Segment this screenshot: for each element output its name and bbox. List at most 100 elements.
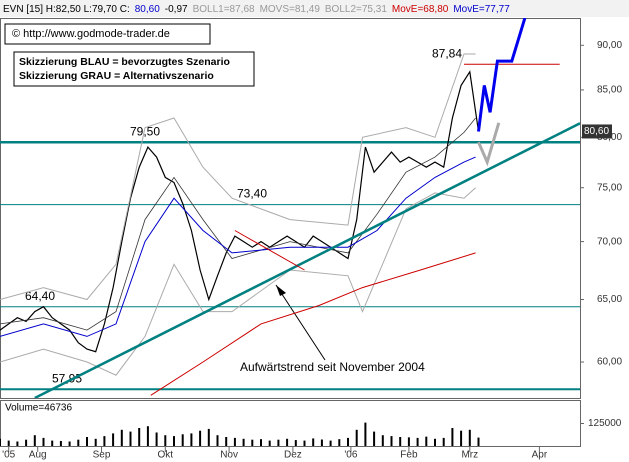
copyright: © http://www.godmode-trader.de <box>12 28 170 40</box>
volume-bar <box>347 437 349 446</box>
volume-bar <box>425 436 428 446</box>
level-label: 57,95 <box>52 371 82 385</box>
x-tick-label: Nov <box>220 450 238 461</box>
series-line <box>0 156 476 337</box>
annotation: Aufwärtstrend seit November 2004 <box>240 360 425 374</box>
volume-bar <box>381 435 384 446</box>
volume-bar <box>468 429 471 446</box>
legend-box <box>13 51 255 87</box>
volume-bar <box>33 435 36 446</box>
x-tick-label: Aug <box>29 450 47 461</box>
x-tick-label: '05 <box>2 450 15 461</box>
series-line <box>0 117 476 331</box>
volume-bar <box>225 437 228 446</box>
volume-bar <box>199 430 202 446</box>
header-item: MovE=68,80 <box>392 4 449 15</box>
header-item: -0,97 <box>165 4 188 15</box>
volume-bar <box>407 437 410 446</box>
y-tick-label: 75,00 <box>597 182 622 193</box>
volume-bar <box>42 437 45 446</box>
level-label: 79,50 <box>130 124 160 138</box>
volume-bar <box>460 430 463 446</box>
volume-tick-label: 125000 <box>588 418 622 429</box>
header-bar <box>0 0 629 17</box>
volume-bar <box>373 431 376 446</box>
volume-bar <box>68 441 71 446</box>
volume-bar <box>86 437 88 446</box>
volume-bar <box>207 428 210 446</box>
volume-bar <box>233 437 236 446</box>
volume-bar <box>242 438 245 446</box>
y-tick-label: 70,00 <box>597 236 622 247</box>
header-item: MovE=77,77 <box>453 4 510 15</box>
header-item: MOVS=81,49 <box>260 4 321 15</box>
volume-bar <box>94 438 97 446</box>
x-tick-label: Apr <box>532 450 548 461</box>
scenario-gray <box>477 122 501 167</box>
volume-bar <box>277 439 280 446</box>
y-tick-label: 90,00 <box>597 40 622 51</box>
volume-bar <box>312 438 315 446</box>
volume-bar <box>294 440 297 446</box>
volume-bar <box>390 436 393 446</box>
volume-bar <box>112 433 115 446</box>
header: EVN [15] H:82,50 L:79,70 C: 80,60 -0,97 BOL… <box>3 4 510 15</box>
level-label: 73,40 <box>237 187 267 201</box>
annotation-arrow <box>275 284 326 361</box>
volume-bar <box>77 439 80 446</box>
volume-bar <box>103 436 106 446</box>
y-tick-label: 85,00 <box>597 85 622 96</box>
volume-bar <box>364 422 367 446</box>
volume-bar <box>190 433 193 446</box>
resistance-label: 87,84 <box>432 46 462 60</box>
volume-bar <box>155 432 158 446</box>
series-line <box>150 252 476 396</box>
header-item: BOLL2=75,31 <box>325 4 387 15</box>
volume-bar <box>7 440 10 446</box>
volume-bar <box>338 439 341 446</box>
legend-line: Skizzierung GRAU = Alternativszenario <box>19 70 214 82</box>
volume-bar <box>434 438 436 446</box>
volume-bar <box>25 439 28 446</box>
series-line <box>0 70 480 353</box>
volume-bar <box>164 435 167 446</box>
volume-bar <box>260 439 262 446</box>
volume-bar <box>51 440 54 446</box>
volume-bar <box>286 438 289 446</box>
series-line <box>0 53 476 301</box>
header-item: EVN [15] H:82,50 L:79,70 C: <box>3 4 130 15</box>
volume-frame <box>0 400 581 447</box>
scenario-blue <box>477 18 527 132</box>
volume-bar <box>138 428 141 446</box>
legend-line: Skizzierung BLAU = bevorzugtes Szenario <box>19 56 230 68</box>
volume-bar <box>442 437 445 446</box>
header-item: 80,60 <box>135 4 160 15</box>
volume-label: Volume=46736 <box>5 403 72 414</box>
volume-bar <box>181 434 184 446</box>
volume-bar <box>216 435 219 446</box>
volume-bar <box>129 431 132 446</box>
x-tick-label: Feb <box>400 450 418 461</box>
annotation-arrowhead <box>276 285 286 296</box>
y-tick-label: 65,00 <box>597 294 622 305</box>
volume-bar <box>146 426 149 446</box>
price-badge-label: 80,60 <box>584 126 609 137</box>
volume-bar <box>0 438 1 446</box>
copyright-box <box>4 23 211 45</box>
volume-bar <box>399 437 402 446</box>
trend-line <box>34 122 580 398</box>
price-badge <box>582 124 612 139</box>
volume-bar <box>320 439 323 446</box>
volume-bar <box>173 436 175 446</box>
x-tick-label: Dez <box>284 450 302 461</box>
x-tick-label: '06 <box>344 450 357 461</box>
volume-bar <box>16 441 19 446</box>
volume-bar <box>355 429 358 446</box>
x-tick-label: Sep <box>93 450 111 461</box>
level-label: 64,40 <box>25 289 55 303</box>
x-tick-label: Okt <box>158 450 174 461</box>
volume-bar <box>477 437 480 446</box>
volume-bar <box>329 440 332 446</box>
volume-bar <box>120 429 123 446</box>
